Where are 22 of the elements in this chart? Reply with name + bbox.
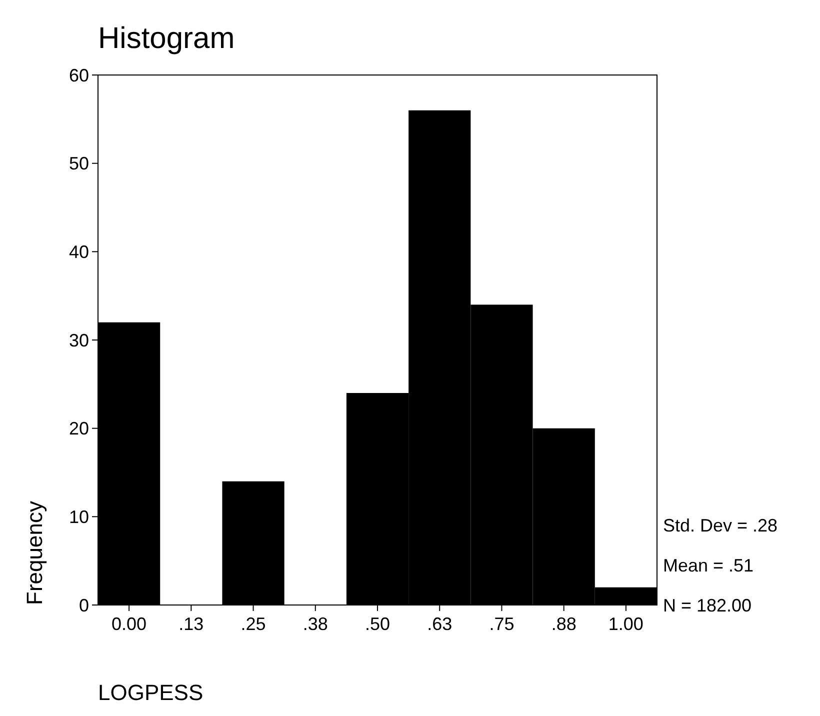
y-tick-label: 40: [68, 242, 89, 262]
text: Mean = .51: [663, 555, 754, 576]
y-axis-title: Frequency: [22, 501, 47, 605]
x-tick-label: .63: [427, 614, 452, 634]
x-tick-label: 0.00: [112, 614, 147, 634]
y-tick-label: 0: [78, 595, 89, 616]
y-tick-label: 50: [68, 154, 89, 174]
x-tick-label: .88: [551, 614, 576, 634]
y-tick-label: 20: [68, 418, 89, 439]
x-tick-label: .38: [302, 614, 328, 634]
x-tick-label: 1.00: [608, 614, 644, 634]
text: Std. Dev = .28: [663, 515, 778, 536]
x-tick-label: .25: [240, 614, 266, 634]
y-tick-label: 30: [68, 330, 89, 350]
x-tick-label: .13: [178, 614, 204, 634]
y-tick-label: 10: [68, 506, 89, 527]
x-tick-label: .75: [489, 614, 514, 634]
text: N = 182.00: [663, 595, 752, 616]
x-tick-label: .50: [364, 614, 390, 634]
y-tick-label: 60: [68, 65, 89, 86]
x-axis-title: LOGPESS: [98, 680, 204, 705]
chart-title: Histogram: [98, 22, 235, 55]
